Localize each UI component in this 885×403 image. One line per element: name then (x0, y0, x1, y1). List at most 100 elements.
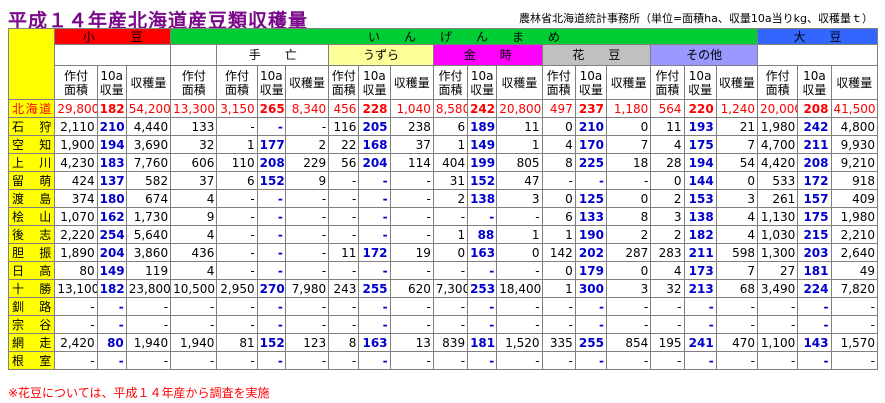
table-cell: 7,820 (830, 279, 878, 298)
table-cell: 8,340 (284, 99, 330, 118)
table-cell: 2,210 (830, 225, 878, 244)
header-hanamame: 花 豆 (541, 44, 652, 66)
col-yield-line2: 収量 (578, 82, 603, 97)
table-cell: 436 (170, 243, 218, 262)
table-cell: 4 (650, 261, 685, 280)
header-kintoki: 金 時 (432, 44, 543, 66)
table-cell: 424 (54, 171, 98, 190)
table-cell: - (358, 207, 391, 226)
table-cell: - (683, 297, 717, 316)
table-cell: 0 (541, 189, 576, 208)
col-area-line1: 作付 (546, 68, 571, 83)
table-cell: 54 (715, 153, 759, 172)
table-cell: 1 (541, 279, 576, 298)
header-ingen-blank (170, 44, 218, 66)
table-cell: 181 (467, 333, 498, 352)
table-cell: 11 (650, 117, 685, 136)
table-cell: 2 (650, 189, 685, 208)
table-cell: 8 (605, 207, 652, 226)
table-cell: 0 (650, 171, 685, 190)
table-cell: 2 (650, 225, 685, 244)
table-cell: - (284, 243, 330, 262)
table-cell: - (358, 189, 391, 208)
col-harvest: 収穫量 (496, 65, 543, 100)
table-cell: - (574, 351, 607, 370)
table-cell: 80 (54, 261, 98, 280)
table-cell: - (830, 315, 878, 334)
table-cell: 182 (96, 279, 127, 298)
table-cell: 598 (715, 243, 759, 262)
table-cell: 1,070 (54, 207, 98, 226)
table-cell: 3 (650, 207, 685, 226)
table-cell: 4,440 (125, 117, 172, 136)
table-cell: - (496, 261, 543, 280)
table-cell: 1,520 (496, 333, 543, 352)
table-cell: 210 (574, 117, 607, 136)
col-yield: 10a 収量 (683, 65, 717, 100)
header-daizu-blank (757, 44, 878, 66)
region-name: 釧路 (7, 297, 56, 316)
header-tebo: 手 亡 (216, 44, 330, 66)
table-cell: 3 (605, 279, 652, 298)
table-cell: - (757, 351, 799, 370)
table-cell: 175 (683, 135, 717, 154)
table-cell: 1,980 (757, 117, 799, 136)
table-body: 北海道 29,800 182 54,200 13,300 3,150 265 8,340 456… (7, 99, 878, 370)
table-cell: - (715, 297, 759, 316)
table-cell: 183 (96, 153, 127, 172)
col-yield-line1: 10a (803, 68, 826, 83)
col-harvest: 収穫量 (125, 65, 172, 100)
table-cell: 31 (432, 171, 469, 190)
table-cell: 1,980 (830, 207, 878, 226)
col-harvest: 収穫量 (830, 65, 878, 100)
table-cell: 839 (432, 333, 469, 352)
table-cell: 163 (358, 333, 391, 352)
table-cell: 143 (797, 333, 832, 352)
region-name: 上川 (7, 153, 56, 172)
table-cell: 211 (683, 243, 717, 262)
table-cell: - (256, 315, 286, 334)
table-cell: 9,930 (830, 135, 878, 154)
table-cell: 11 (328, 243, 360, 262)
table-cell: - (574, 297, 607, 316)
table-cell: 119 (125, 261, 172, 280)
table-cell: 3,150 (216, 99, 258, 118)
table-cell: 243 (328, 279, 360, 298)
table-cell: 237 (574, 99, 607, 118)
table-cell: - (650, 315, 685, 334)
table-cell: - (389, 225, 434, 244)
col-yield-line2: 収量 (688, 82, 713, 97)
table-cell: - (496, 351, 543, 370)
table-cell: 13,300 (170, 99, 218, 118)
region-name: 網走 (7, 333, 56, 352)
table-cell: - (54, 351, 98, 370)
table-row: 空知 1,900 194 3,690 32 1 177 2 22 168 37 1 149 1 4 170 7 4… (7, 135, 878, 154)
col-area-line1: 作付 (438, 68, 463, 83)
table-cell: 220 (683, 99, 717, 118)
table-cell: 3 (496, 189, 543, 208)
table-row: 根室 - - - - - - - - - - - - - - - - - - - - - - (7, 351, 878, 370)
region-name: 日高 (7, 261, 56, 280)
table-cell: 241 (683, 333, 717, 352)
table-cell: - (467, 351, 498, 370)
table-cell: 0 (605, 261, 652, 280)
table-cell: - (757, 297, 799, 316)
table-cell: 157 (797, 189, 832, 208)
table-cell: 182 (683, 225, 717, 244)
table-cell: 116 (328, 117, 360, 136)
table-cell: 190 (574, 225, 607, 244)
col-ingen-area-line1: 作付 (181, 68, 206, 83)
table-cell: 255 (358, 279, 391, 298)
col-yield-line1: 10a (579, 68, 603, 83)
table-cell: - (467, 207, 498, 226)
table-cell: 0 (605, 189, 652, 208)
table-cell: 620 (389, 279, 434, 298)
table-cell: - (284, 351, 330, 370)
table-cell: 213 (683, 279, 717, 298)
table-cell: - (216, 117, 258, 136)
table-cell: 1 (216, 135, 258, 154)
col-yield: 10a 収量 (797, 65, 832, 100)
table-cell: - (284, 207, 330, 226)
table-cell: - (328, 171, 360, 190)
table-cell: 3 (715, 189, 759, 208)
